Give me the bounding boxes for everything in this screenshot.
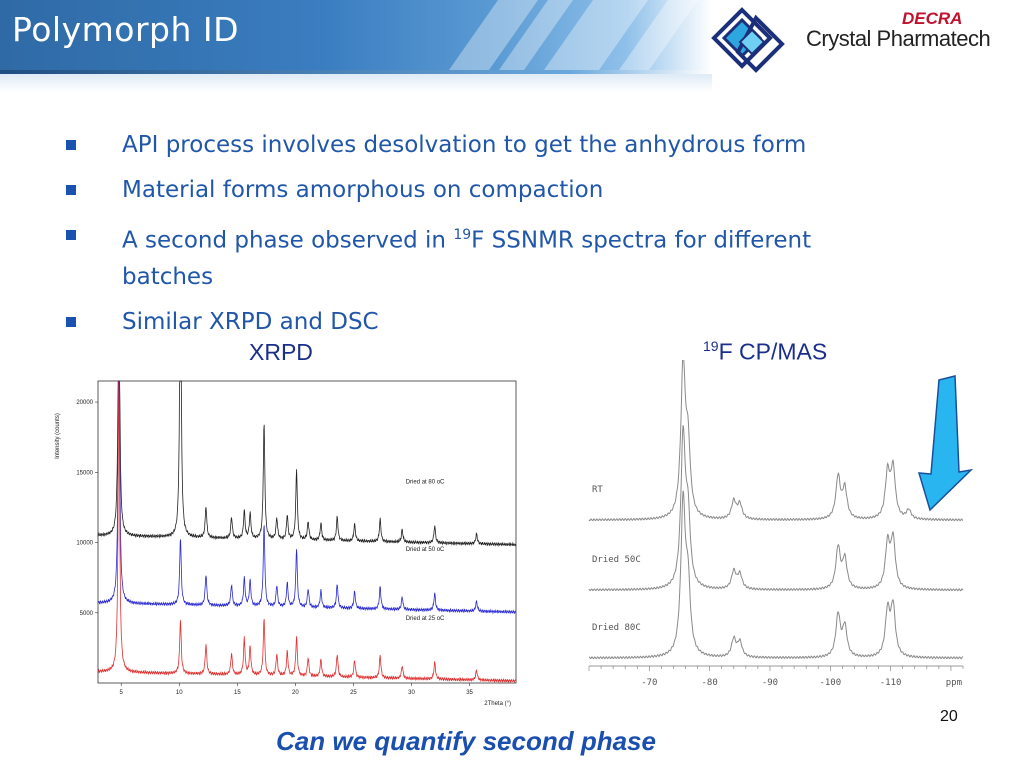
title-underline — [0, 70, 712, 74]
nmr-chart: RT Dried 50C Dried 80C -70 -80 -90 -100 -110 ppm — [588, 360, 974, 688]
x-tick-label: 10 — [176, 690, 183, 696]
xrpd-series-label: Dried at 25 oC — [406, 616, 445, 622]
bullet-list: API process involves desolvation to get … — [60, 127, 900, 349]
bullet-square-icon — [66, 316, 76, 327]
bullet-item: Material forms amorphous on compaction — [60, 172, 900, 208]
y-axis-label: Intensity (counts) — [55, 413, 61, 459]
logo-company-name: Crystal Pharmatech — [806, 26, 991, 51]
nmr-series-label: Dried 80C — [592, 623, 641, 633]
bullet-square-icon — [66, 140, 76, 150]
xrpd-chart: 5000 10000 15000 20000 5 10 15 20 25 30 35 Intensit… — [55, 380, 517, 707]
x-tick-label: 25 — [350, 690, 357, 696]
y-tick-label: 20000 — [76, 400, 93, 406]
closing-question: Can we quantify second phase — [276, 726, 656, 756]
nmr-axis-unit: ppm — [946, 678, 962, 688]
nmr-label: 19F CP/MAS — [703, 338, 828, 365]
slide-title: Polymorph ID — [12, 10, 240, 49]
bullet-item: A second phase observed in 19F SSNMR spe… — [60, 217, 900, 295]
xrpd-series-line — [97, 380, 516, 547]
bullet-square-icon — [66, 230, 76, 240]
xrpd-series-label: Dried at 50 oC — [406, 547, 445, 553]
bullet-item: API process involves desolvation to get … — [60, 127, 900, 163]
nmr-spectrum-line — [588, 425, 964, 592]
x-tick-label: 30 — [408, 690, 415, 696]
x-tick-label: 15 — [234, 690, 241, 696]
xrpd-plot-frame — [97, 380, 517, 684]
logo-decra-text: DECRA — [902, 9, 963, 28]
bullet-item: Similar XRPD and DSC — [60, 304, 900, 340]
y-tick-label: 5000 — [80, 611, 94, 617]
nmr-series-label: Dried 50C — [592, 555, 641, 565]
xrpd-series-label: Dried at 80 oC — [406, 480, 445, 486]
x-tick-label: 35 — [466, 690, 473, 696]
nmr-spectrum-line — [588, 360, 964, 522]
nmr-spectrum-line — [588, 490, 964, 660]
xrpd-series-line — [97, 380, 516, 684]
page-number: 20 — [940, 708, 958, 725]
nmr-tick-label: -90 — [762, 678, 778, 688]
x-tick-label: 20 — [292, 690, 299, 696]
title-bar — [0, 0, 712, 70]
arrow-icon — [917, 375, 974, 512]
xrpd-series-line — [97, 380, 517, 615]
y-tick-label: 10000 — [76, 541, 93, 547]
bullet-square-icon — [66, 185, 76, 195]
y-tick-label: 15000 — [76, 470, 93, 476]
nmr-tick-label: -100 — [819, 678, 841, 688]
xrpd-label: XRPD — [249, 339, 313, 365]
nmr-tick-label: -80 — [702, 678, 718, 688]
nmr-tick-label: -70 — [641, 678, 657, 688]
x-axis-label: 2Theta (°) — [484, 701, 511, 707]
nmr-tick-label: -110 — [880, 678, 902, 688]
x-tick-label: 5 — [120, 690, 124, 696]
nmr-series-label: RT — [592, 485, 603, 495]
company-logo-icon — [711, 7, 785, 73]
